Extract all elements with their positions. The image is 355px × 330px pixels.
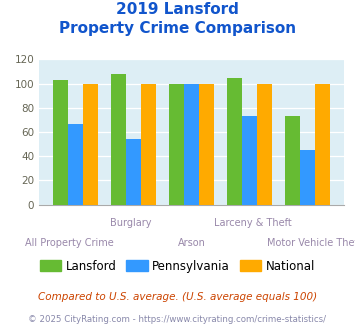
Text: Arson: Arson: [178, 238, 206, 248]
Bar: [184, 83, 199, 205]
Text: 2019 Lansford: 2019 Lansford: [116, 2, 239, 16]
Bar: [199, 83, 214, 205]
Bar: [126, 139, 141, 205]
Text: Larceny & Theft: Larceny & Theft: [214, 218, 292, 228]
Bar: [300, 150, 315, 205]
Bar: [68, 123, 83, 205]
Bar: [83, 83, 98, 205]
Bar: [315, 83, 331, 205]
Text: All Property Crime: All Property Crime: [25, 238, 114, 248]
Text: Property Crime Comparison: Property Crime Comparison: [59, 21, 296, 36]
Bar: [257, 83, 272, 205]
Legend: Lansford, Pennsylvania, National: Lansford, Pennsylvania, National: [36, 255, 320, 278]
Text: © 2025 CityRating.com - https://www.cityrating.com/crime-statistics/: © 2025 CityRating.com - https://www.city…: [28, 315, 327, 324]
Bar: [242, 116, 257, 205]
Bar: [111, 74, 126, 205]
Bar: [141, 83, 156, 205]
Text: Compared to U.S. average. (U.S. average equals 100): Compared to U.S. average. (U.S. average …: [38, 292, 317, 302]
Bar: [285, 116, 300, 205]
Text: Burglary: Burglary: [110, 218, 151, 228]
Bar: [53, 80, 68, 205]
Bar: [169, 83, 184, 205]
Text: Motor Vehicle Theft: Motor Vehicle Theft: [267, 238, 355, 248]
Bar: [227, 78, 242, 205]
